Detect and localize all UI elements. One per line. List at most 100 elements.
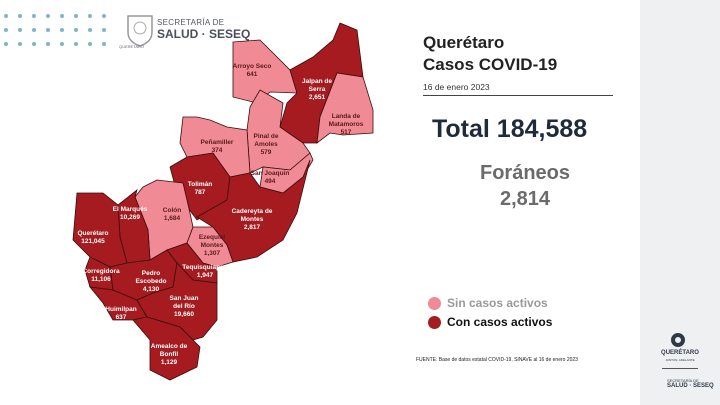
legend-swatch xyxy=(428,315,441,329)
side-divider xyxy=(662,368,698,369)
municipio-name: Colón xyxy=(162,207,182,214)
dot xyxy=(102,28,106,32)
municipio-name: Huimilpan xyxy=(105,306,137,313)
foraneos-value: 2,814 xyxy=(499,188,551,210)
legend-label: Con casos activos xyxy=(447,315,553,329)
org-line2: SALUD · SESEQ xyxy=(157,27,251,41)
municipio-cases: 1,947 xyxy=(196,272,214,279)
brand-tagline: JUNTOS, ADELANTE xyxy=(665,358,695,362)
municipio-name: Peñamiller xyxy=(200,139,234,146)
municipio-cadereyta-de-montes xyxy=(196,159,311,263)
dot xyxy=(4,28,8,32)
dot xyxy=(102,42,106,46)
dot xyxy=(32,14,36,18)
report-date: 16 de enero 2023 xyxy=(423,82,490,92)
municipio-label: Tolimán 787 xyxy=(188,181,212,197)
municipio-cases: 2,817 xyxy=(243,224,261,231)
dot xyxy=(74,28,78,32)
org-line1: SECRETARÍA DE xyxy=(157,18,225,27)
municipio-label: El Marqués 10,269 xyxy=(113,206,148,222)
municipio-cases: 494 xyxy=(264,178,276,185)
municipio-name: Jalpan de Serra xyxy=(302,78,332,93)
brand-name: QUERÉTARO xyxy=(661,350,699,356)
municipio-label: Arroyo Seco 641 xyxy=(233,63,272,79)
dot xyxy=(88,42,92,46)
foraneos-label: Foráneos xyxy=(479,162,571,184)
dot xyxy=(32,42,36,46)
municipio-cases: 2,651 xyxy=(308,94,326,101)
dot xyxy=(4,14,8,18)
dot xyxy=(18,14,22,18)
seal-text: QUERÉTARO xyxy=(119,44,145,49)
state-seal-icon xyxy=(127,15,153,47)
dot xyxy=(60,28,64,32)
municipio-label: Landa de Matamoros 517 xyxy=(329,113,364,137)
municipio-label: San Juan del Río 19,660 xyxy=(170,295,199,319)
municipio-cases: 374 xyxy=(211,147,223,154)
municipio-label: Querétaro 121,045 xyxy=(77,230,108,246)
municipio-label: Colón 1,684 xyxy=(163,207,181,223)
municipio-name: Landa de Matamoros xyxy=(328,113,364,128)
side-org-line1: SECRETARÍA DE xyxy=(667,378,699,383)
municipio-label: San Joaquín 494 xyxy=(251,170,290,186)
municipio-label: Tequisquiapan 1,947 xyxy=(182,264,227,280)
municipio-name: Tolimán xyxy=(187,181,213,188)
municipio-cases: 641 xyxy=(246,71,258,78)
dot xyxy=(18,42,22,46)
total-cases: Total 184,588 xyxy=(432,115,588,143)
municipio-name: Tequisquiapan xyxy=(182,264,228,271)
side-org-line2: SALUD · SESEQ xyxy=(667,383,714,389)
dot xyxy=(46,42,50,46)
municipio-name: Pedro Escobedo xyxy=(135,270,167,285)
municipio-name: Pinal de Amoles xyxy=(253,133,279,148)
title-line2: Casos COVID-19 xyxy=(423,55,558,74)
dot xyxy=(32,28,36,32)
page-title: Querétaro Casos COVID-19 xyxy=(423,32,557,76)
dot xyxy=(18,28,22,32)
dot xyxy=(102,14,106,18)
municipio-name: San Juan del Río xyxy=(169,295,199,310)
municipio-label: Ezequiel Montes 1,307 xyxy=(199,234,225,258)
municipio-cases: 1,129 xyxy=(160,359,178,366)
municipio-cases: 4,130 xyxy=(142,286,160,293)
legend-swatch xyxy=(428,296,441,310)
legend-con-casos: Con casos activos xyxy=(428,315,552,329)
municipio-cases: 787 xyxy=(194,189,206,196)
dot xyxy=(88,28,92,32)
municipio-name: San Joaquín xyxy=(250,170,290,177)
municipio-label: Huimilpan 637 xyxy=(105,306,136,322)
municipio-cases: 1,307 xyxy=(203,250,221,257)
municipio-cases: 121,045 xyxy=(81,238,105,245)
municipio-cases: 1,684 xyxy=(163,215,181,222)
municipio-cases: 10,269 xyxy=(120,214,140,221)
municipio-label: Amealco de Bonfil 1,129 xyxy=(151,343,188,367)
municipio-amealco-de-bonfil xyxy=(132,316,201,381)
municipio-name: Ezequiel Montes xyxy=(198,234,226,249)
municipio-cases: 11,106 xyxy=(91,276,111,283)
municipio-cases: 579 xyxy=(260,149,272,156)
dot xyxy=(46,28,50,32)
municipio-arroyo-seco xyxy=(232,39,298,104)
dot xyxy=(88,14,92,18)
municipio-name: Corregidora xyxy=(82,268,120,275)
dot xyxy=(74,42,78,46)
dot xyxy=(4,42,8,46)
municipio-name: Querétaro xyxy=(77,230,109,237)
divider xyxy=(423,95,613,96)
dot xyxy=(60,14,64,18)
municipio-name: Amealco de Bonfil xyxy=(150,343,188,358)
municipio-cases: 637 xyxy=(115,314,127,321)
municipio-cases: 517 xyxy=(340,129,352,136)
queretaro-logo-icon xyxy=(671,333,685,347)
dot xyxy=(46,14,50,18)
source-note: FUENTE: Base de datos estatal COVID-19, … xyxy=(416,357,578,363)
municipio-label: Corregidora 11,106 xyxy=(82,268,119,284)
title-line1: Querétaro xyxy=(423,33,505,52)
municipio-label: Pinal de Amoles 579 xyxy=(254,133,279,157)
municipio-name: El Marqués xyxy=(112,206,148,213)
municipio-landa-de-matamoros xyxy=(316,72,374,144)
legend-label: Sin casos activos xyxy=(447,296,548,310)
municipio-name: Cadereyta de Montes xyxy=(231,208,273,223)
municipio-label: Jalpan de Serra 2,651 xyxy=(302,78,332,102)
